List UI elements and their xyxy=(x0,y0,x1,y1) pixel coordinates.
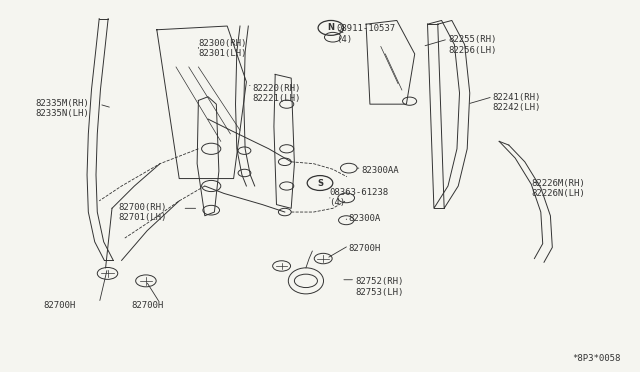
Text: N: N xyxy=(328,23,334,32)
Text: 82700(RH)
82701(LH): 82700(RH) 82701(LH) xyxy=(118,203,167,222)
Text: 82300A: 82300A xyxy=(349,214,381,223)
Text: 82241(RH)
82242(LH): 82241(RH) 82242(LH) xyxy=(493,93,541,112)
Text: 82700H: 82700H xyxy=(349,244,381,253)
Text: 82700H: 82700H xyxy=(44,301,76,310)
Text: 82752(RH)
82753(LH): 82752(RH) 82753(LH) xyxy=(355,277,404,296)
Text: 82700H: 82700H xyxy=(131,301,163,310)
Text: 08363-61238
(4): 08363-61238 (4) xyxy=(330,188,388,207)
Text: 82300(RH)
82301(LH): 82300(RH) 82301(LH) xyxy=(198,39,247,58)
Text: 82300AA: 82300AA xyxy=(362,166,399,174)
Text: S: S xyxy=(317,179,323,187)
Text: 82255(RH)
82256(LH): 82255(RH) 82256(LH) xyxy=(448,35,497,55)
Text: 08911-10537
(4): 08911-10537 (4) xyxy=(336,24,395,44)
Text: 82220(RH)
82221(LH): 82220(RH) 82221(LH) xyxy=(253,84,301,103)
Text: *8P3*0058: *8P3*0058 xyxy=(572,354,621,363)
Text: 82335M(RH)
82335N(LH): 82335M(RH) 82335N(LH) xyxy=(35,99,89,118)
Text: 82226M(RH)
82226N(LH): 82226M(RH) 82226N(LH) xyxy=(531,179,585,198)
